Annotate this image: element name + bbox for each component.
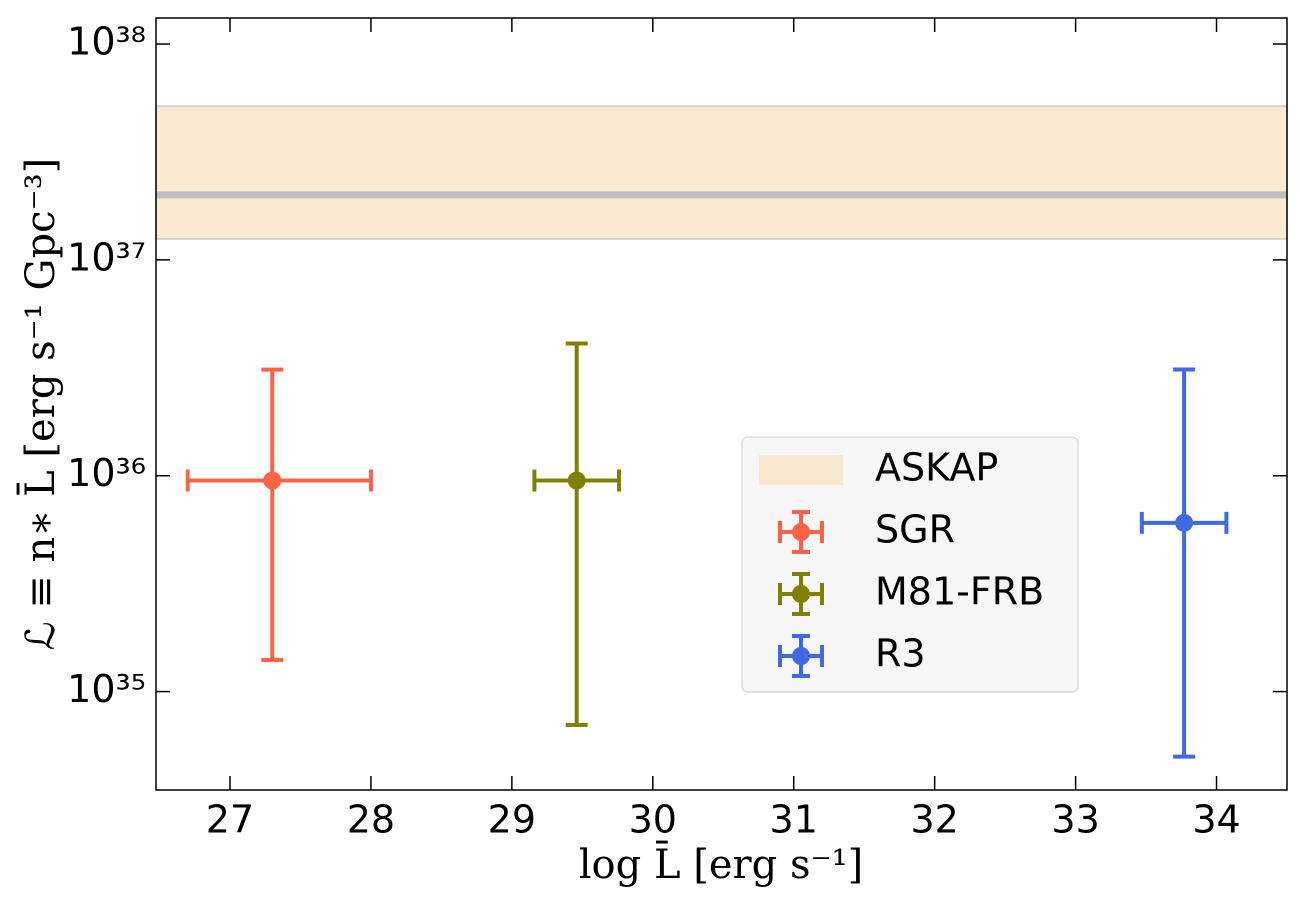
y-tick-label: 10³⁷ <box>67 235 146 279</box>
x-tick-label: 31 <box>770 798 818 842</box>
band <box>155 105 1288 240</box>
point <box>263 471 282 490</box>
point <box>567 471 586 490</box>
y-tick-label: 10³⁵ <box>67 667 146 711</box>
x-tick-label: 32 <box>910 798 958 842</box>
legend-label: ASKAP <box>875 446 998 490</box>
y-tick-label: 10³⁶ <box>67 451 146 495</box>
x-axis-label: log L̄ [erg s⁻¹] <box>579 841 863 888</box>
y-axis-label: ℒ ≡ n∗ L̄ [erg s⁻¹ Gpc⁻³] <box>17 158 64 651</box>
point <box>1175 513 1194 532</box>
legend: ASKAP SGR M81-FRB R3 <box>741 436 1079 693</box>
y-tick-label: 10³⁸ <box>67 20 146 64</box>
legend-label: M81-FRB <box>875 570 1044 614</box>
x-tick-label: 27 <box>206 798 254 842</box>
x-tick-label: 28 <box>347 798 395 842</box>
legend-glyph <box>792 523 810 541</box>
legend-label: R3 <box>875 632 926 676</box>
x-tick-label: 34 <box>1192 798 1240 842</box>
x-tick-label: 30 <box>629 798 677 842</box>
x-tick-label: 33 <box>1051 798 1099 842</box>
legend-glyph <box>792 585 810 603</box>
legend-label: SGR <box>875 508 955 552</box>
plot-frame <box>155 17 1288 791</box>
legend-swatch <box>759 455 843 485</box>
legend-glyph <box>792 647 810 665</box>
legend-box <box>741 436 1079 693</box>
x-tick-label: 29 <box>488 798 536 842</box>
